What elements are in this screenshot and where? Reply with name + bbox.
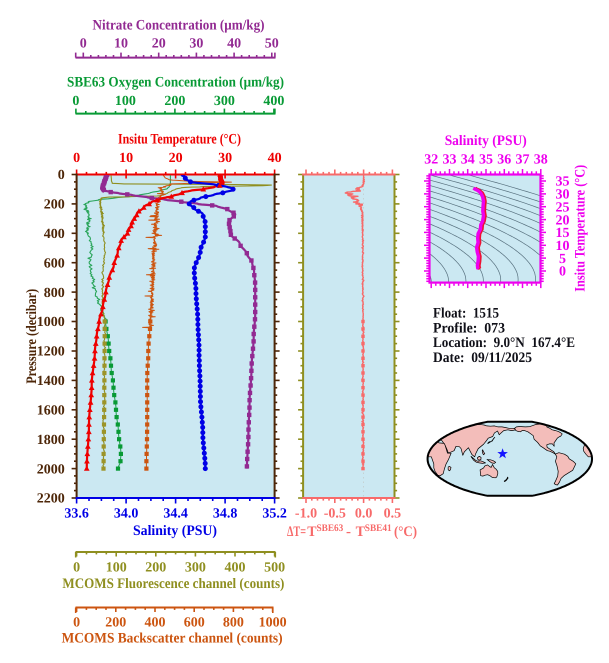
- svg-text:400: 400: [263, 94, 284, 109]
- svg-text:ΔT=: ΔT=: [287, 524, 306, 540]
- svg-text:0.0: 0.0: [355, 506, 373, 521]
- svg-text:30: 30: [218, 151, 232, 166]
- svg-text:38: 38: [534, 153, 548, 168]
- svg-text:0: 0: [73, 615, 80, 630]
- svg-text:100: 100: [115, 94, 136, 109]
- svg-text:-1.0: -1.0: [295, 506, 317, 521]
- svg-text:40: 40: [268, 151, 282, 166]
- svg-text:SBE41: SBE41: [365, 523, 392, 534]
- svg-text:50: 50: [265, 36, 279, 51]
- svg-text:T: T: [356, 524, 366, 540]
- svg-text:800: 800: [44, 286, 65, 301]
- svg-text:Float: 1515: Float: 1515: [433, 306, 499, 322]
- svg-text:0.5: 0.5: [384, 506, 402, 521]
- svg-text:10: 10: [119, 151, 133, 166]
- svg-text:500: 500: [264, 560, 285, 575]
- svg-text:10: 10: [556, 239, 570, 254]
- svg-text:100: 100: [106, 560, 127, 575]
- svg-text:34.0: 34.0: [114, 506, 139, 521]
- svg-text:Pressure (decibar): Pressure (decibar): [24, 289, 40, 384]
- svg-text:T: T: [307, 524, 317, 540]
- svg-text:200: 200: [44, 198, 65, 213]
- svg-text:20: 20: [169, 151, 183, 166]
- svg-text:SBE63: SBE63: [317, 523, 344, 534]
- svg-text:200: 200: [145, 560, 166, 575]
- svg-text:1600: 1600: [37, 404, 65, 419]
- svg-text:30: 30: [189, 36, 203, 51]
- svg-text:400: 400: [225, 560, 246, 575]
- svg-text:400: 400: [145, 615, 166, 630]
- svg-text:300: 300: [185, 560, 206, 575]
- svg-text:600: 600: [44, 256, 65, 271]
- svg-text:36: 36: [497, 153, 511, 168]
- svg-text:35: 35: [479, 153, 493, 168]
- svg-text:200: 200: [164, 94, 185, 109]
- svg-text:Salinity (PSU): Salinity (PSU): [133, 523, 217, 539]
- svg-text:Profile: 073: Profile: 073: [433, 320, 505, 336]
- svg-text:25: 25: [556, 200, 570, 215]
- svg-text:34.8: 34.8: [213, 506, 238, 521]
- svg-text:40: 40: [227, 36, 241, 51]
- svg-text:400: 400: [44, 227, 65, 242]
- svg-text:MCOMS Fluorescence channel (co: MCOMS Fluorescence channel (counts): [62, 576, 284, 592]
- svg-text:1000: 1000: [37, 315, 65, 330]
- svg-text:32: 32: [424, 153, 438, 168]
- svg-text:2200: 2200: [37, 492, 65, 507]
- svg-text:800: 800: [223, 615, 244, 630]
- svg-text:SBE63 Oxygen Concentration (μm: SBE63 Oxygen Concentration (μm/kg): [67, 75, 284, 91]
- svg-text:20: 20: [556, 213, 570, 228]
- svg-text:33: 33: [443, 153, 457, 168]
- svg-text:0: 0: [73, 151, 80, 166]
- svg-text:Location: 9.0°N 167.4°E: Location: 9.0°N 167.4°E: [433, 335, 575, 351]
- svg-text:-: -: [346, 524, 351, 540]
- svg-text:300: 300: [214, 94, 235, 109]
- svg-text:600: 600: [184, 615, 205, 630]
- svg-text:37: 37: [516, 153, 530, 168]
- svg-text:-0.5: -0.5: [324, 506, 346, 521]
- svg-text:1000: 1000: [259, 615, 287, 630]
- svg-text:35: 35: [556, 175, 570, 190]
- svg-text:10: 10: [114, 36, 128, 51]
- svg-text:1800: 1800: [37, 433, 65, 448]
- svg-text:0: 0: [72, 94, 79, 109]
- svg-text:2000: 2000: [37, 462, 65, 477]
- svg-text:0: 0: [58, 168, 65, 183]
- svg-text:20: 20: [152, 36, 166, 51]
- svg-text:34.4: 34.4: [163, 506, 188, 521]
- svg-text:35.2: 35.2: [262, 506, 287, 521]
- svg-text:33.6: 33.6: [64, 506, 89, 521]
- svg-text:Date: 09/11/2025: Date: 09/11/2025: [433, 350, 532, 366]
- svg-text:Insitu Temperature (°C): Insitu Temperature (°C): [118, 132, 241, 148]
- svg-text:0: 0: [73, 560, 80, 575]
- svg-text:5: 5: [559, 252, 566, 267]
- svg-text:0: 0: [559, 265, 566, 280]
- svg-text:MCOMS Backscatter channel (cou: MCOMS Backscatter channel (counts): [62, 631, 283, 647]
- svg-text:1400: 1400: [37, 374, 65, 389]
- svg-text:Nitrate Concentration (μm/kg): Nitrate Concentration (μm/kg): [93, 18, 265, 34]
- svg-text:1200: 1200: [37, 345, 65, 360]
- svg-text:(°C): (°C): [394, 524, 417, 540]
- svg-text:200: 200: [105, 615, 126, 630]
- svg-text:30: 30: [556, 188, 570, 203]
- svg-text:0: 0: [80, 36, 87, 51]
- svg-text:Salinity (PSU): Salinity (PSU): [445, 133, 527, 149]
- svg-text:15: 15: [556, 226, 570, 241]
- svg-text:34: 34: [461, 153, 475, 168]
- svg-text:Insitu Temperature (°C): Insitu Temperature (°C): [573, 165, 589, 292]
